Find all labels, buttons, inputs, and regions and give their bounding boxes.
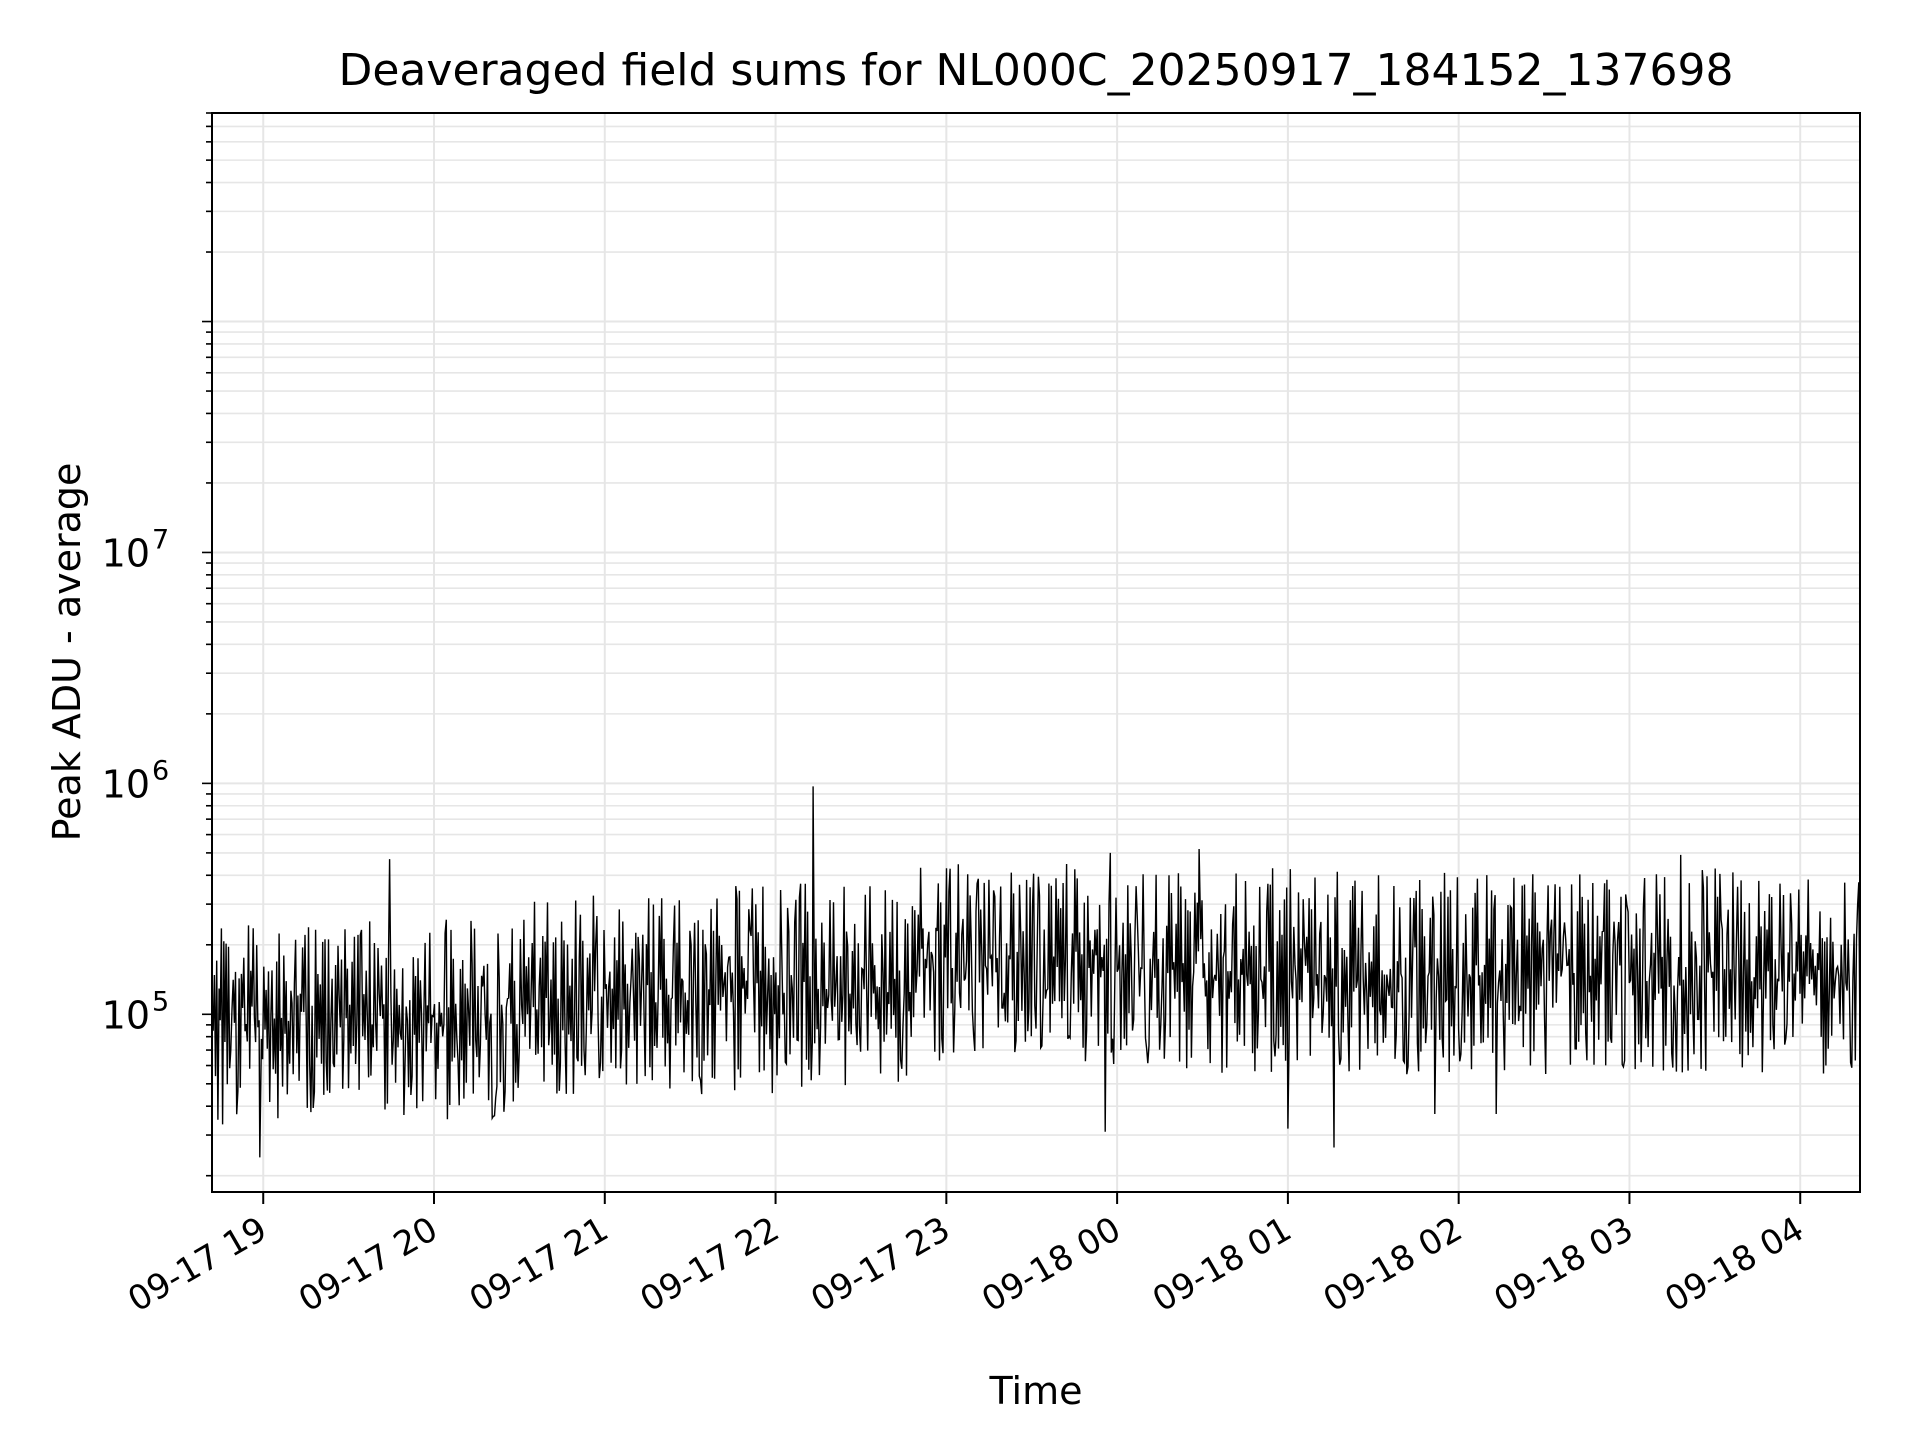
chart-title: Deaveraged field sums for NL000C_2025091… [338,45,1733,96]
y-axis-label: Peak ADU - average [45,463,89,842]
y-tick-label: 10 [102,531,150,575]
grid-layer [212,112,1860,1192]
y-tick-exponent: 5 [152,986,169,1017]
x-axis-label: Time [989,1369,1083,1413]
y-tick-exponent: 6 [152,755,169,786]
y-tick-exponent: 7 [152,524,169,555]
plot-frame [211,112,1861,1193]
y-tick-label: 10 [102,993,150,1037]
y-tick-label: 10 [102,762,150,806]
data-layer [211,786,1861,1158]
series-line [211,786,1861,1158]
